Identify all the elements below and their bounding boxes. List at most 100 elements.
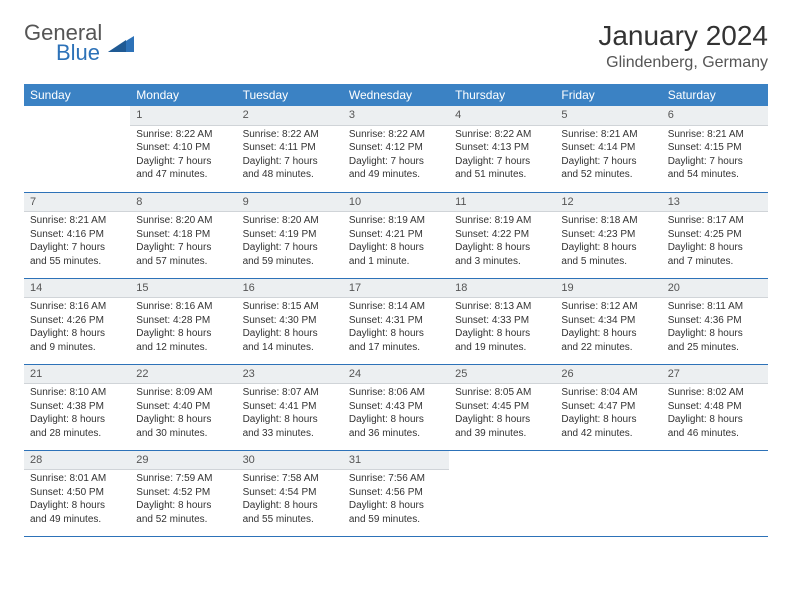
calendar-day-cell: 7Sunrise: 8:21 AMSunset: 4:16 PMDaylight…	[24, 192, 130, 278]
sunrise-text: Sunrise: 8:22 AM	[136, 128, 230, 142]
sunset-text: Sunset: 4:52 PM	[136, 486, 230, 500]
calendar-day-cell: 18Sunrise: 8:13 AMSunset: 4:33 PMDayligh…	[449, 278, 555, 364]
day-number: 10	[343, 193, 449, 213]
daylight1-text: Daylight: 8 hours	[455, 413, 549, 427]
calendar-day-cell: 1Sunrise: 8:22 AMSunset: 4:10 PMDaylight…	[130, 106, 236, 192]
daylight2-text: and 55 minutes.	[30, 255, 124, 269]
day-body: Sunrise: 8:17 AMSunset: 4:25 PMDaylight:…	[662, 212, 768, 272]
daylight1-text: Daylight: 8 hours	[349, 327, 443, 341]
daylight2-text: and 22 minutes.	[561, 341, 655, 355]
day-number: 28	[24, 451, 130, 471]
daylight1-text: Daylight: 8 hours	[668, 413, 762, 427]
sunset-text: Sunset: 4:15 PM	[668, 141, 762, 155]
daylight1-text: Daylight: 8 hours	[561, 241, 655, 255]
calendar-week-row: 1Sunrise: 8:22 AMSunset: 4:10 PMDaylight…	[24, 106, 768, 192]
sunrise-text: Sunrise: 8:09 AM	[136, 386, 230, 400]
day-body: Sunrise: 8:22 AMSunset: 4:13 PMDaylight:…	[449, 126, 555, 186]
daylight2-text: and 5 minutes.	[561, 255, 655, 269]
day-body: Sunrise: 7:58 AMSunset: 4:54 PMDaylight:…	[237, 470, 343, 530]
day-number: 11	[449, 193, 555, 213]
calendar-day-cell: 24Sunrise: 8:06 AMSunset: 4:43 PMDayligh…	[343, 364, 449, 450]
day-body: Sunrise: 8:22 AMSunset: 4:11 PMDaylight:…	[237, 126, 343, 186]
day-body: Sunrise: 8:06 AMSunset: 4:43 PMDaylight:…	[343, 384, 449, 444]
sunset-text: Sunset: 4:50 PM	[30, 486, 124, 500]
calendar-day-cell	[662, 450, 768, 536]
daylight2-text: and 3 minutes.	[455, 255, 549, 269]
day-body: Sunrise: 8:20 AMSunset: 4:19 PMDaylight:…	[237, 212, 343, 272]
sunrise-text: Sunrise: 8:13 AM	[455, 300, 549, 314]
day-number: 7	[24, 193, 130, 213]
daylight2-text: and 30 minutes.	[136, 427, 230, 441]
day-body: Sunrise: 8:22 AMSunset: 4:10 PMDaylight:…	[130, 126, 236, 186]
day-number: 27	[662, 365, 768, 385]
day-body: Sunrise: 8:13 AMSunset: 4:33 PMDaylight:…	[449, 298, 555, 358]
day-body: Sunrise: 8:21 AMSunset: 4:15 PMDaylight:…	[662, 126, 768, 186]
day-number: 13	[662, 193, 768, 213]
sunset-text: Sunset: 4:36 PM	[668, 314, 762, 328]
sunrise-text: Sunrise: 8:11 AM	[668, 300, 762, 314]
day-body: Sunrise: 8:04 AMSunset: 4:47 PMDaylight:…	[555, 384, 661, 444]
calendar-day-cell: 29Sunrise: 7:59 AMSunset: 4:52 PMDayligh…	[130, 450, 236, 536]
sunset-text: Sunset: 4:56 PM	[349, 486, 443, 500]
day-number: 2	[237, 106, 343, 126]
calendar-week-row: 21Sunrise: 8:10 AMSunset: 4:38 PMDayligh…	[24, 364, 768, 450]
daylight2-text: and 12 minutes.	[136, 341, 230, 355]
daylight2-text: and 42 minutes.	[561, 427, 655, 441]
weekday-header: Friday	[555, 84, 661, 106]
daylight1-text: Daylight: 8 hours	[243, 499, 337, 513]
daylight1-text: Daylight: 8 hours	[243, 327, 337, 341]
daylight2-text: and 14 minutes.	[243, 341, 337, 355]
brand-part2: Blue	[56, 40, 102, 66]
weekday-header: Tuesday	[237, 84, 343, 106]
daylight2-text: and 7 minutes.	[668, 255, 762, 269]
weekday-header: Wednesday	[343, 84, 449, 106]
sunrise-text: Sunrise: 8:07 AM	[243, 386, 337, 400]
day-number: 6	[662, 106, 768, 126]
sunrise-text: Sunrise: 7:59 AM	[136, 472, 230, 486]
daylight2-text: and 9 minutes.	[30, 341, 124, 355]
day-body: Sunrise: 8:14 AMSunset: 4:31 PMDaylight:…	[343, 298, 449, 358]
daylight2-text: and 46 minutes.	[668, 427, 762, 441]
sunset-text: Sunset: 4:30 PM	[243, 314, 337, 328]
sunset-text: Sunset: 4:21 PM	[349, 228, 443, 242]
day-number	[662, 451, 768, 455]
calendar-day-cell: 20Sunrise: 8:11 AMSunset: 4:36 PMDayligh…	[662, 278, 768, 364]
day-body: Sunrise: 8:02 AMSunset: 4:48 PMDaylight:…	[662, 384, 768, 444]
sunset-text: Sunset: 4:45 PM	[455, 400, 549, 414]
calendar-day-cell: 16Sunrise: 8:15 AMSunset: 4:30 PMDayligh…	[237, 278, 343, 364]
sunrise-text: Sunrise: 8:18 AM	[561, 214, 655, 228]
daylight1-text: Daylight: 8 hours	[455, 327, 549, 341]
daylight2-text: and 59 minutes.	[349, 513, 443, 527]
daylight1-text: Daylight: 8 hours	[243, 413, 337, 427]
sunset-text: Sunset: 4:54 PM	[243, 486, 337, 500]
sunrise-text: Sunrise: 8:22 AM	[349, 128, 443, 142]
sunrise-text: Sunrise: 8:06 AM	[349, 386, 443, 400]
daylight1-text: Daylight: 7 hours	[243, 155, 337, 169]
sunrise-text: Sunrise: 8:02 AM	[668, 386, 762, 400]
sunset-text: Sunset: 4:25 PM	[668, 228, 762, 242]
daylight2-text: and 25 minutes.	[668, 341, 762, 355]
sunrise-text: Sunrise: 7:56 AM	[349, 472, 443, 486]
weekday-header: Saturday	[662, 84, 768, 106]
sunset-text: Sunset: 4:41 PM	[243, 400, 337, 414]
daylight2-text: and 49 minutes.	[349, 168, 443, 182]
sunrise-text: Sunrise: 8:15 AM	[243, 300, 337, 314]
calendar-day-cell: 30Sunrise: 7:58 AMSunset: 4:54 PMDayligh…	[237, 450, 343, 536]
day-number: 1	[130, 106, 236, 126]
daylight2-text: and 59 minutes.	[243, 255, 337, 269]
sunrise-text: Sunrise: 8:22 AM	[455, 128, 549, 142]
calendar-day-cell	[449, 450, 555, 536]
day-number	[24, 106, 130, 110]
sunrise-text: Sunrise: 8:20 AM	[136, 214, 230, 228]
day-number	[555, 451, 661, 455]
sunrise-text: Sunrise: 8:22 AM	[243, 128, 337, 142]
calendar-day-cell: 31Sunrise: 7:56 AMSunset: 4:56 PMDayligh…	[343, 450, 449, 536]
daylight1-text: Daylight: 8 hours	[668, 241, 762, 255]
daylight2-text: and 49 minutes.	[30, 513, 124, 527]
sunrise-text: Sunrise: 7:58 AM	[243, 472, 337, 486]
daylight2-text: and 52 minutes.	[136, 513, 230, 527]
sunset-text: Sunset: 4:38 PM	[30, 400, 124, 414]
calendar-day-cell: 19Sunrise: 8:12 AMSunset: 4:34 PMDayligh…	[555, 278, 661, 364]
daylight2-text: and 52 minutes.	[561, 168, 655, 182]
calendar-day-cell: 27Sunrise: 8:02 AMSunset: 4:48 PMDayligh…	[662, 364, 768, 450]
